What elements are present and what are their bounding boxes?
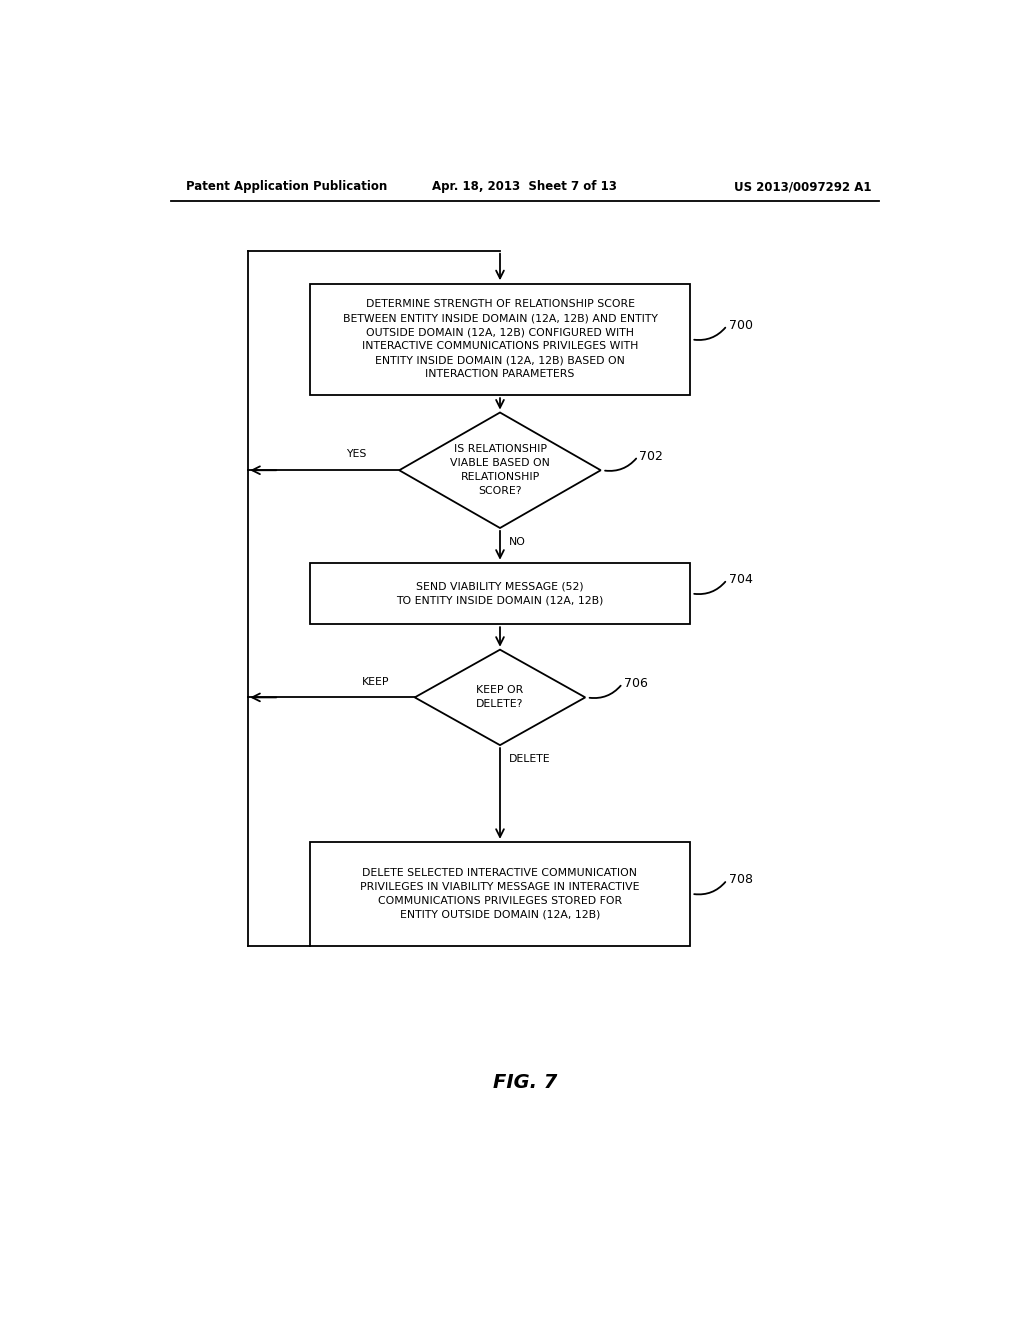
Text: 708: 708 [729, 874, 753, 887]
Text: Apr. 18, 2013  Sheet 7 of 13: Apr. 18, 2013 Sheet 7 of 13 [432, 181, 617, 194]
Text: SEND VIABILITY MESSAGE (52)
TO ENTITY INSIDE DOMAIN (12A, 12B): SEND VIABILITY MESSAGE (52) TO ENTITY IN… [396, 581, 604, 606]
Bar [310, 562, 690, 624]
Polygon shape [399, 412, 601, 528]
Text: 702: 702 [640, 450, 664, 463]
Polygon shape [415, 649, 586, 744]
Text: NO: NO [509, 537, 526, 548]
Text: DETERMINE STRENGTH OF RELATIONSHIP SCORE
BETWEEN ENTITY INSIDE DOMAIN (12A, 12B): DETERMINE STRENGTH OF RELATIONSHIP SCORE… [343, 300, 657, 379]
Text: KEEP: KEEP [362, 677, 390, 686]
Text: IS RELATIONSHIP
VIABLE BASED ON
RELATIONSHIP
SCORE?: IS RELATIONSHIP VIABLE BASED ON RELATION… [451, 445, 550, 496]
Text: DELETE: DELETE [509, 755, 551, 764]
Bar [310, 284, 690, 395]
Text: US 2013/0097292 A1: US 2013/0097292 A1 [734, 181, 872, 194]
Text: 704: 704 [729, 573, 753, 586]
Text: FIG. 7: FIG. 7 [493, 1073, 557, 1092]
Text: Patent Application Publication: Patent Application Publication [186, 181, 387, 194]
Text: 706: 706 [624, 677, 648, 690]
Text: YES: YES [346, 450, 367, 459]
Bar [310, 842, 690, 945]
Text: KEEP OR
DELETE?: KEEP OR DELETE? [476, 685, 523, 709]
Text: 700: 700 [729, 319, 753, 333]
Text: DELETE SELECTED INTERACTIVE COMMUNICATION
PRIVILEGES IN VIABILITY MESSAGE IN INT: DELETE SELECTED INTERACTIVE COMMUNICATIO… [360, 867, 640, 920]
